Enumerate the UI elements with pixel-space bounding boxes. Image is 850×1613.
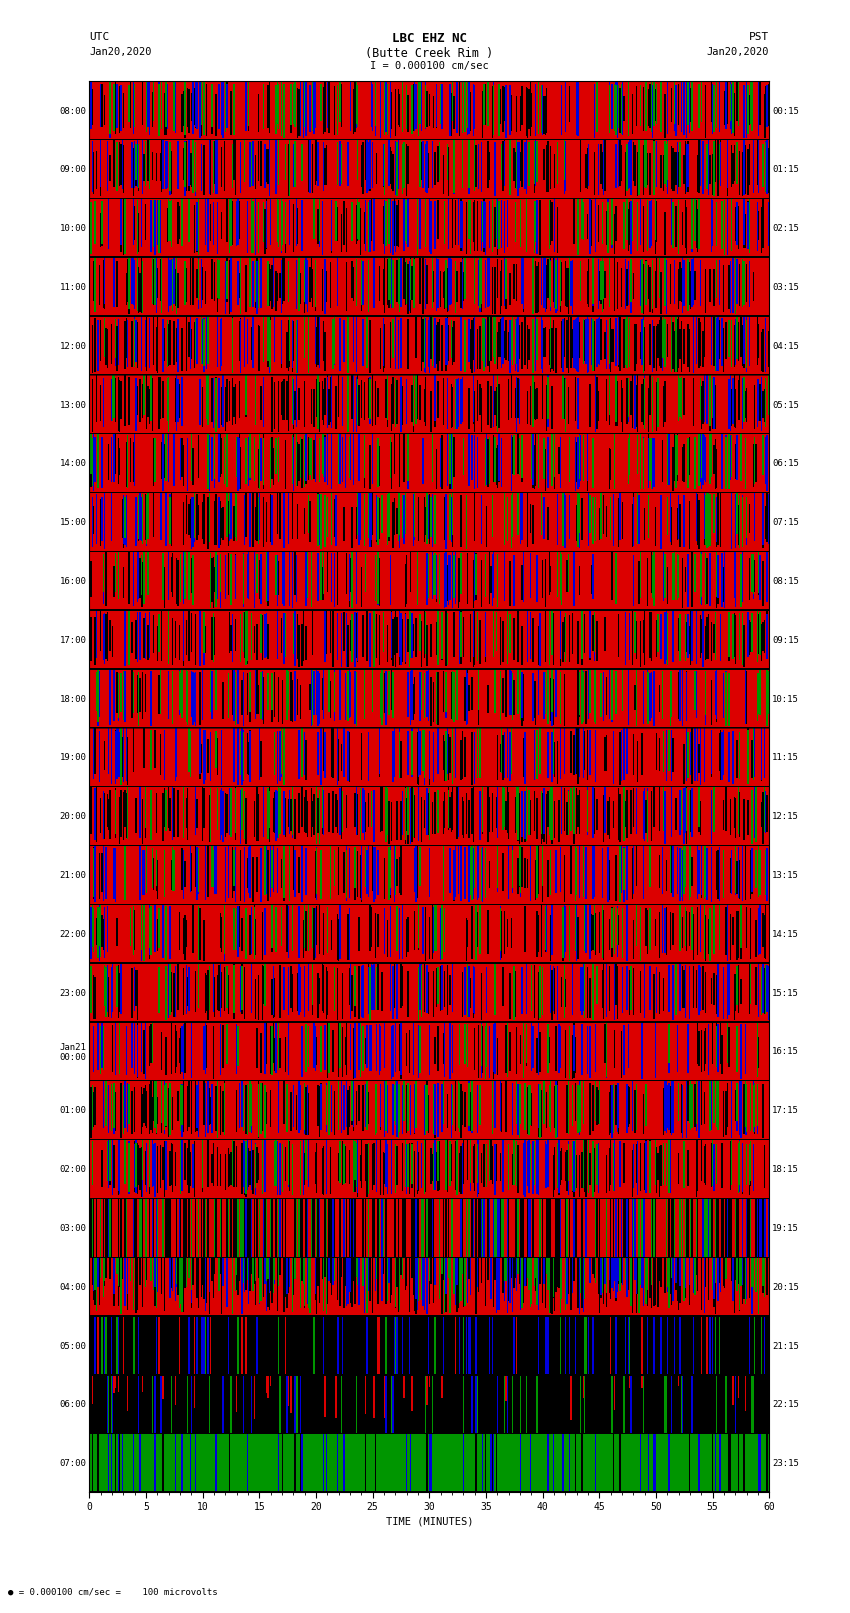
Text: Jan20,2020: Jan20,2020 [89, 47, 152, 56]
X-axis label: TIME (MINUTES): TIME (MINUTES) [386, 1516, 473, 1526]
Text: I = 0.000100 cm/sec: I = 0.000100 cm/sec [370, 61, 489, 71]
Text: ● = 0.000100 cm/sec =    100 microvolts: ● = 0.000100 cm/sec = 100 microvolts [8, 1587, 218, 1597]
Text: UTC: UTC [89, 32, 110, 42]
Text: LBC EHZ NC: LBC EHZ NC [392, 32, 467, 45]
Text: PST: PST [749, 32, 769, 42]
Text: Jan20,2020: Jan20,2020 [706, 47, 769, 56]
Text: (Butte Creek Rim ): (Butte Creek Rim ) [366, 47, 493, 60]
